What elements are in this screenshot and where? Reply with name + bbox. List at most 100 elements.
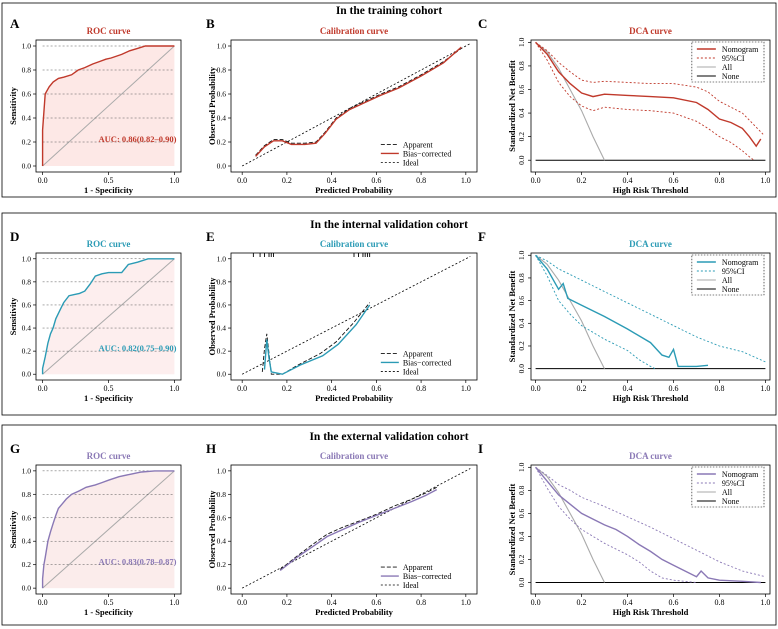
y-tick-label: 0.8 [517, 61, 526, 71]
y-tick-label: 0.0 [22, 162, 32, 171]
legend-label: Bias−corrected [403, 572, 452, 581]
y-tick-label: 0.4 [22, 114, 32, 123]
panel-D: D ROC curve AUC: 0.82(0.75–0.90) 0.0 0.5 1.0 0… [8, 229, 182, 403]
legend-label: All [722, 276, 733, 285]
x-tick-label: 0.2 [282, 384, 292, 393]
apparent-line [261, 302, 371, 375]
y-tick-label: 0.8 [517, 273, 526, 283]
y-tick-label: 0.8 [217, 490, 227, 499]
panel-G: G ROC curve AUC: 0.83(0.78–0.87) 0.0 0.5 1.0 0… [8, 441, 182, 617]
legend-label: Ideal [403, 367, 420, 376]
y-tick-label: 0.0 [217, 370, 227, 379]
ideal-line [241, 43, 471, 167]
x-tick-label: 0.0 [531, 176, 541, 185]
chart-title: ROC curve [87, 26, 131, 36]
y-tick-label: 0.6 [517, 85, 526, 95]
x-axis-label: 1 - Specificity [84, 607, 134, 617]
ideal-line [241, 468, 471, 589]
y-tick-label: 0.8 [22, 277, 32, 286]
x-axis-label: Predicted Probability [315, 393, 394, 403]
all-line [535, 254, 605, 369]
panel-E: E Calibration curve 0.0 0.0 0.2 0.2 0.4 0.4 0.6 0… [206, 229, 478, 403]
y-tick-label: 0.0 [22, 584, 32, 593]
panel-H: H Calibration curve 0.0 0.0 0.2 0.2 0.4 0.4 0.6 0… [206, 441, 478, 617]
all-line [535, 466, 605, 583]
plot-frame [530, 39, 771, 173]
x-tick-label: 1.0 [760, 384, 770, 393]
ci-lower-line [535, 255, 656, 370]
y-tick-label: 0.4 [22, 537, 32, 546]
y-tick-label: 1.0 [217, 42, 227, 51]
x-tick-label: 0.8 [416, 384, 426, 393]
x-tick-label: 0.6 [371, 384, 381, 393]
y-tick-label: 0.4 [217, 537, 227, 546]
legend-label: None [722, 285, 740, 294]
plot-frame [230, 464, 478, 595]
x-tick-label: 0.5 [104, 176, 114, 185]
y-tick-label: 0.2 [22, 560, 32, 569]
x-axis-label: Predicted Probability [315, 185, 394, 195]
x-tick-label: 0.0 [38, 176, 48, 185]
x-tick-label: 0.8 [714, 384, 724, 393]
cohort-row-1: In the training cohort A ROC curve AUC: 0.8… [1, 2, 777, 198]
x-tick-label: 0.4 [327, 384, 337, 393]
plot-frame [530, 464, 771, 595]
roc-curve [41, 258, 175, 375]
ci-upper-line [535, 42, 764, 135]
legend-label: All [722, 63, 733, 72]
chart-title: Calibration curve [320, 239, 388, 249]
y-tick-label: 0.6 [217, 90, 227, 99]
panel-letter: C [478, 16, 487, 31]
panel-letter: H [206, 441, 216, 456]
x-tick-label: 0.4 [327, 176, 337, 185]
cohort-row-3: In the external validation cohort G ROC cu… [1, 424, 777, 626]
x-tick-label: 0.4 [623, 598, 633, 607]
x-axis-label: Predicted Probability [315, 607, 394, 617]
y-axis-label: Observed Probability [207, 66, 217, 145]
chart-title: ROC curve [87, 239, 131, 249]
panel-letter: I [478, 441, 483, 456]
panel-A: A ROC curve AUC: 0.86(0.82–0.90) 0.0 0.5 1.0 0… [8, 16, 182, 195]
x-tick-label: 1.0 [169, 384, 179, 393]
x-tick-label: 0.6 [371, 598, 381, 607]
y-tick-label: 0.8 [217, 66, 227, 75]
y-tick-label: 0.6 [517, 296, 526, 306]
panel-letter: G [10, 441, 20, 456]
y-tick-label: 0.4 [517, 108, 526, 118]
y-axis-label: Standardized Net Benefit [507, 271, 517, 363]
legend-label: Ideal [403, 158, 420, 167]
y-tick-label: 1.0 [217, 466, 227, 475]
y-axis-label: Sensitivity [8, 297, 18, 336]
panel-letter: B [206, 16, 215, 31]
x-tick-label: 0.6 [668, 176, 678, 185]
x-tick-label: 0.0 [38, 384, 48, 393]
y-tick-label: 0.0 [22, 370, 32, 379]
x-tick-label: 0.8 [416, 176, 426, 185]
y-tick-label: 0.0 [517, 155, 526, 165]
y-tick-label: 1.0 [217, 254, 227, 263]
y-tick-label: 0.0 [217, 162, 227, 171]
x-axis-label: 1 - Specificity [84, 185, 134, 195]
x-tick-label: 0.2 [282, 598, 292, 607]
y-axis-label: Sensitivity [8, 510, 18, 549]
y-tick-label: 0.2 [517, 555, 526, 565]
roc-curve [41, 45, 175, 166]
x-tick-label: 1.0 [461, 384, 471, 393]
x-axis-label: High Risk Threshold [613, 607, 689, 617]
legend-label: Apparent [403, 140, 434, 149]
reference-diagonal [42, 258, 175, 375]
panel-letter: D [10, 229, 19, 244]
y-tick-label: 0.2 [517, 341, 526, 351]
ci-upper-line [535, 466, 766, 578]
chart-title: ROC curve [87, 451, 131, 461]
all-line [535, 41, 605, 161]
panel-F: F DCA curve 0.0 0.0 0.2 0.2 0.4 0.4 0.6 0.6 0.8 0.8… [478, 229, 770, 403]
y-axis-label: Standardized Net Benefit [507, 484, 517, 576]
cohort-frame [1, 212, 777, 416]
bias-corrected-line [263, 304, 371, 375]
y-tick-label: 0.2 [217, 347, 227, 356]
panel-C: C DCA curve 0.0 0.0 0.2 0.2 0.4 0.4 0.6 0.6 0.8 0.8… [478, 16, 770, 195]
y-tick-label: 0.8 [517, 485, 526, 495]
x-tick-label: 0.2 [577, 598, 587, 607]
panel-letter: A [10, 16, 20, 31]
